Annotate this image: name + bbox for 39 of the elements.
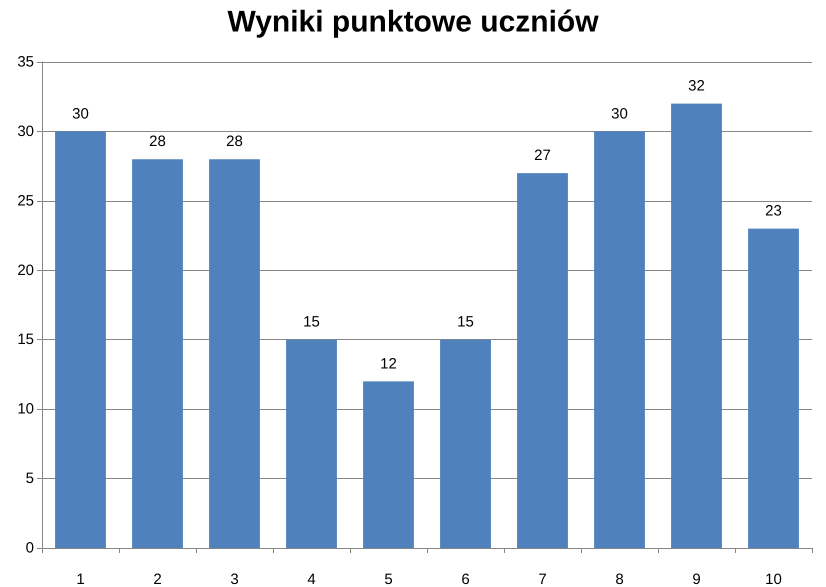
bar	[132, 159, 183, 548]
data-label: 27	[534, 147, 551, 164]
x-tick-label: 10	[765, 571, 782, 587]
data-label: 28	[149, 133, 166, 150]
data-label: 32	[688, 78, 705, 95]
x-tick-label: 4	[307, 571, 316, 587]
bar	[440, 340, 491, 548]
x-tick-label: 5	[384, 571, 393, 587]
y-tick-label: 25	[17, 192, 34, 210]
data-label: 30	[72, 105, 89, 122]
x-tick-label: 8	[615, 571, 624, 587]
bar	[748, 228, 799, 548]
bar	[517, 173, 568, 548]
data-label: 12	[380, 355, 397, 372]
data-label: 15	[457, 314, 474, 331]
bar	[286, 340, 337, 548]
y-tick-label: 0	[26, 540, 34, 556]
data-label: 28	[226, 133, 243, 150]
bar	[671, 104, 722, 548]
y-tick-label: 10	[17, 400, 34, 418]
data-label: 23	[765, 202, 782, 220]
bar	[209, 159, 260, 548]
x-tick-label: 3	[230, 571, 239, 587]
data-label: 15	[303, 314, 320, 331]
bar	[363, 381, 414, 548]
x-tick-label: 7	[538, 571, 547, 587]
y-tick-label: 30	[17, 122, 34, 140]
chart-title: Wyniki punktowe uczniów	[227, 6, 600, 38]
y-tick-label: 15	[17, 331, 34, 348]
x-tick-label: 9	[692, 571, 701, 587]
y-tick-label: 5	[26, 470, 34, 488]
data-label: 30	[611, 105, 628, 122]
x-tick-label: 1	[76, 571, 85, 587]
y-tick-label: 20	[17, 262, 34, 279]
y-tick-label: 35	[17, 54, 34, 70]
x-tick-label: 6	[461, 571, 470, 587]
x-tick-label: 2	[153, 571, 162, 587]
bar	[55, 131, 106, 548]
bar	[594, 131, 645, 548]
